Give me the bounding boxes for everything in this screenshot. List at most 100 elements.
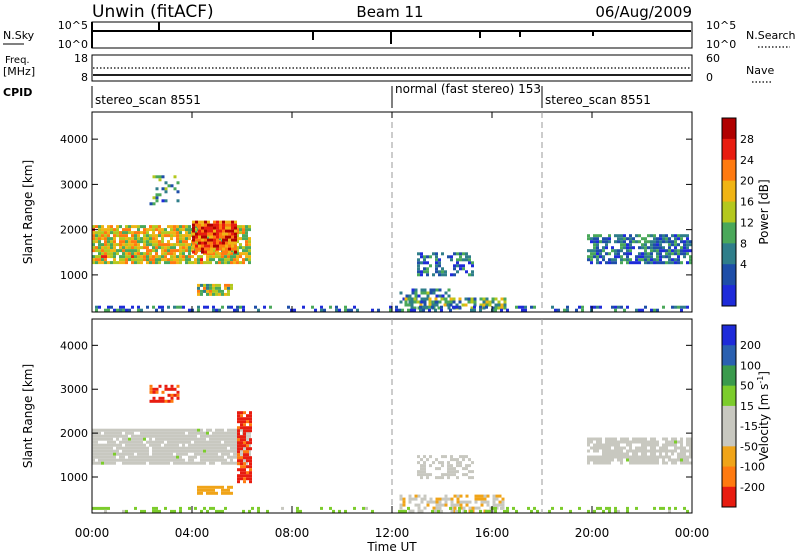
data-cell [650, 308, 653, 312]
colorbar-frame [721, 117, 737, 307]
data-cell [230, 443, 233, 447]
data-cell [209, 461, 212, 465]
data-cell [432, 300, 436, 304]
data-cell [234, 229, 237, 233]
data-cell [101, 461, 104, 465]
data-cell [245, 249, 248, 253]
data-cell [423, 297, 427, 301]
data-cell [200, 255, 203, 259]
data-cell [210, 223, 213, 227]
data-cell [420, 500, 424, 504]
data-cell [447, 476, 450, 480]
data-cell [677, 446, 680, 450]
data-cell [170, 243, 173, 247]
data-cell [182, 243, 185, 247]
data-cell [410, 308, 413, 312]
data-cell [140, 437, 143, 441]
data-cell [416, 300, 420, 304]
data-cell [146, 255, 149, 259]
data-cell [119, 434, 122, 438]
data-cell [170, 384, 174, 388]
data-cell [167, 234, 170, 238]
data-cell [212, 258, 215, 262]
data-cell [240, 417, 243, 421]
data-cell [671, 437, 674, 441]
data-cell [210, 238, 213, 242]
data-cell [213, 232, 216, 236]
data-cell [605, 243, 608, 247]
data-cell [435, 252, 438, 256]
colorbar-tick-label: 100 [740, 359, 761, 372]
data-cell [137, 461, 140, 465]
data-cell [227, 437, 230, 441]
data-cell [677, 455, 680, 459]
data-cell [456, 464, 459, 468]
data-cell [122, 446, 125, 450]
data-cell [638, 446, 641, 450]
data-cell [113, 458, 116, 462]
data-cell [569, 509, 572, 513]
data-cell [92, 234, 95, 238]
data-cell [249, 477, 252, 481]
data-cell [665, 261, 668, 265]
data-cell [212, 443, 215, 447]
data-cell [188, 225, 191, 229]
data-cell [239, 255, 242, 259]
data-cell [587, 237, 590, 241]
data-cell [435, 264, 438, 268]
data-cell [110, 252, 113, 256]
data-cell [206, 449, 209, 453]
data-cell [465, 467, 468, 471]
data-cell [113, 246, 116, 250]
data-cell [149, 261, 152, 265]
colorbar-segment [722, 405, 736, 427]
data-cell [671, 240, 674, 244]
data-cell [677, 249, 680, 253]
data-cell [176, 243, 179, 247]
data-cell [441, 461, 444, 465]
data-cell [587, 258, 590, 262]
data-cell [659, 249, 662, 253]
data-cell [167, 184, 171, 188]
data-cell [668, 246, 671, 250]
data-cell [104, 228, 107, 232]
data-cell [620, 237, 623, 241]
data-cell [683, 255, 686, 259]
data-cell [596, 246, 599, 250]
data-cell [119, 452, 122, 456]
data-cell [140, 225, 143, 229]
data-cell [608, 437, 611, 441]
colorbar-segment [722, 264, 736, 286]
data-cell [653, 308, 656, 312]
data-cell [209, 258, 212, 262]
data-cell [441, 270, 444, 274]
data-cell [216, 238, 219, 242]
data-cell [243, 411, 246, 415]
data-cell [677, 261, 680, 265]
data-cell [608, 443, 611, 447]
data-cell [134, 246, 137, 250]
data-cell [98, 240, 101, 244]
data-cell [95, 237, 98, 241]
data-cell [248, 252, 251, 256]
data-cell [453, 252, 456, 256]
data-cell [200, 431, 203, 435]
data-cell [155, 449, 158, 453]
freq-unit-label: [MHz] [3, 65, 35, 78]
data-cell [485, 305, 488, 309]
data-cell [237, 474, 240, 478]
data-cell [644, 252, 647, 256]
data-cell [329, 506, 332, 510]
data-cell [92, 237, 95, 241]
data-cell [158, 434, 161, 438]
data-cell [686, 455, 689, 459]
data-cell [152, 455, 155, 459]
data-cell [629, 240, 632, 244]
data-cell [459, 503, 463, 507]
data-cell [242, 237, 245, 241]
data-cell [423, 473, 426, 477]
data-cell [233, 440, 236, 444]
data-cell [219, 241, 222, 245]
data-cell [242, 258, 245, 262]
data-cell [494, 509, 497, 513]
